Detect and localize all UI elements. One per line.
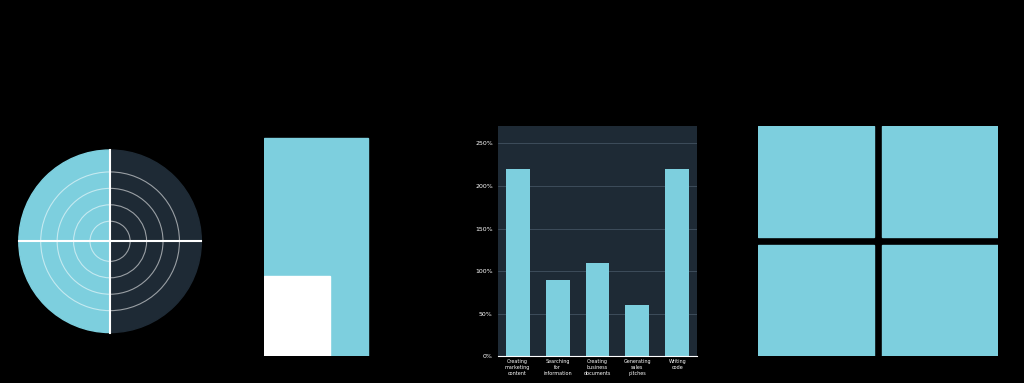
Wedge shape bbox=[110, 150, 202, 332]
Bar bbox=[883, 126, 998, 237]
Bar bbox=[626, 305, 649, 356]
Bar bbox=[506, 169, 529, 356]
Bar bbox=[883, 246, 998, 356]
Bar bbox=[264, 276, 331, 356]
Bar bbox=[666, 169, 689, 356]
Bar bbox=[331, 276, 369, 356]
Bar bbox=[586, 263, 609, 356]
Wedge shape bbox=[18, 150, 111, 332]
Bar bbox=[758, 246, 873, 356]
Bar bbox=[264, 138, 369, 276]
Bar bbox=[546, 280, 569, 356]
Bar bbox=[758, 126, 873, 237]
